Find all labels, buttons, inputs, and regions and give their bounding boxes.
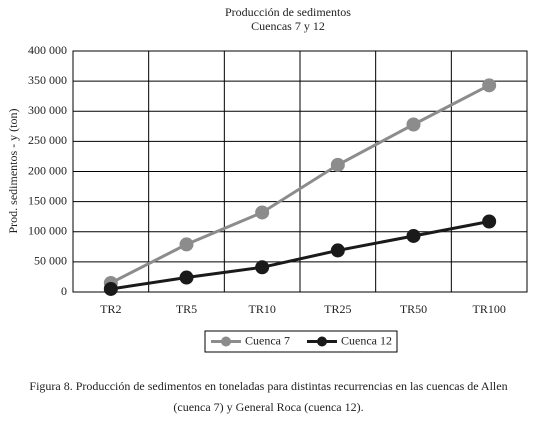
chart-subtitle: Cuencas 7 y 12 [251,19,325,33]
series-line [110,220,490,291]
x-tick-label: TR100 [472,302,505,316]
y-tick-label: 250 000 [28,133,67,147]
y-tick-label: 0 [61,284,67,298]
marker [482,78,497,93]
y-tick-label: 50 000 [34,254,67,268]
chart: Producción de sedimentos Cuencas 7 y 12 … [6,5,528,353]
y-tick-label: 200 000 [28,163,67,177]
marker [179,237,194,252]
x-tick-label: TR2 [100,302,121,316]
legend-box [204,330,398,353]
x-tick-label: TR50 [400,302,427,316]
y-tick-label: 150 000 [28,193,67,207]
marker [406,117,421,132]
y-axis-label: Prod. sedimentos - y (ton) [6,109,20,234]
legend-label: Cuenca 12 [341,333,392,347]
marker [179,270,194,285]
y-tick-label: 350 000 [28,73,67,87]
marker [255,260,270,275]
marker [406,228,421,243]
x-tick-label: TR5 [176,302,197,316]
y-tick-label: 400 000 [28,43,67,57]
y-tick-label: 300 000 [28,103,67,117]
plot-border [72,50,528,293]
legend-marker [317,336,327,347]
figure-caption: Figura 8. Producción de sedimentos en to… [29,379,508,414]
marker [330,243,345,258]
y-tick-label: 100 000 [28,224,67,238]
marker [103,281,118,296]
x-tick-label: TR10 [248,302,275,316]
x-tick-label: TR25 [324,302,351,316]
marker [255,205,270,220]
series-line [110,84,490,285]
legend-marker [221,336,231,347]
legend-label: Cuenca 7 [245,333,290,347]
chart-title: Producción de sedimentos [225,5,351,19]
marker [482,214,497,229]
marker [330,157,345,172]
